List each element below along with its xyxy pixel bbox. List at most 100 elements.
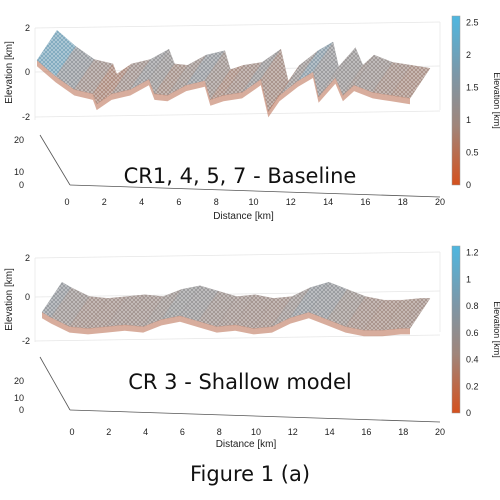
depth-axis-line xyxy=(39,134,71,186)
surface-mesh-overlay xyxy=(210,65,244,100)
colorbar-tick-label: 1 xyxy=(466,115,471,125)
grid-line xyxy=(34,251,441,259)
x-tick-label: 8 xyxy=(214,197,219,207)
x-axis-line xyxy=(69,409,441,423)
surface-mesh-overlay xyxy=(186,50,225,86)
surface-mesh-overlay xyxy=(308,282,348,320)
x-tick-label: 20 xyxy=(435,427,445,437)
x-tick-label: 2 xyxy=(102,197,107,207)
colorbar-tick-label: 1.5 xyxy=(466,83,479,93)
x-tick-label: 20 xyxy=(435,197,445,207)
grid-line xyxy=(34,21,441,29)
y-tick-label: 20 xyxy=(14,376,24,386)
surface-mesh-overlay xyxy=(69,296,108,329)
x-tick-label: 18 xyxy=(398,197,408,207)
surface-mesh-overlay xyxy=(279,50,319,96)
surface-mesh-overlay xyxy=(216,294,256,327)
grid-line xyxy=(34,110,441,118)
y-axis: 20 10 0 xyxy=(14,376,24,415)
surface-mesh-overlay xyxy=(204,50,231,100)
surface-mesh-overlay xyxy=(313,42,339,97)
surface-mesh-overlay xyxy=(37,30,76,77)
y-tick-label: 20 xyxy=(14,135,24,145)
x-tick-label: 2 xyxy=(106,427,111,437)
surface-mesh-overlay xyxy=(130,49,169,90)
surface-mesh-overlay xyxy=(42,282,72,318)
depth-axis-line xyxy=(39,356,71,411)
x-tick-label: 0 xyxy=(64,197,69,207)
x-tick-label: 6 xyxy=(176,197,181,207)
surface-front-edge xyxy=(42,312,410,337)
surface-mesh-overlay xyxy=(372,62,412,96)
surface-mesh-overlay xyxy=(51,287,90,327)
surface-mesh-overlay xyxy=(391,65,430,99)
surface-mesh-overlay xyxy=(272,287,311,327)
x-axis-title: Distance [km] xyxy=(216,439,277,450)
colorbar-tick-label: 0.8 xyxy=(466,301,479,311)
colorbar: 0 0.5 1 1.5 2 2.5 Elevation [km] xyxy=(451,15,500,190)
colorbar-tick-label: 1 xyxy=(466,274,471,284)
x-axis-title: Distance [km] xyxy=(213,211,274,222)
colorbar-tick-label: 2 xyxy=(466,50,471,60)
surface-mesh-overlay xyxy=(223,62,263,96)
z-axis: 2 0 -2 Elevation [km] xyxy=(4,253,30,346)
z-tick-label: 0 xyxy=(25,292,30,302)
surface-mesh-overlay xyxy=(167,55,207,96)
colorbar-title: Elevation [km] xyxy=(492,301,500,358)
surface-mesh-overlay xyxy=(298,42,333,81)
z-tick-label: -2 xyxy=(22,336,30,346)
x-axis-line xyxy=(69,184,441,198)
colorbar-tick-label: 1.2 xyxy=(466,248,479,258)
surface-mesh-overlay xyxy=(242,49,281,93)
x-tick-label: 10 xyxy=(251,427,261,437)
x-axis: 0 2 4 6 8 10 12 14 16 18 20 Distance [km] xyxy=(64,197,445,222)
colorbar-tick-label: 2.5 xyxy=(466,18,479,28)
surface-mesh-overlay xyxy=(198,291,237,327)
y-tick-label: 10 xyxy=(14,167,24,177)
x-tick-label: 10 xyxy=(248,197,258,207)
surface-mesh-overlay xyxy=(235,294,274,329)
surface-mesh-overlay xyxy=(180,285,219,322)
x-tick-label: 8 xyxy=(217,427,222,437)
surface-mesh-overlay xyxy=(161,285,200,320)
colorbar-tick-label: 0 xyxy=(466,180,471,190)
surface-mesh-overlay xyxy=(345,296,384,331)
colorbar: 0 0.2 0.4 0.6 0.8 1 1.2 Elevation [km] xyxy=(451,245,500,418)
surface-mesh-overlay xyxy=(382,298,421,331)
surface-mesh-overlay xyxy=(290,282,329,318)
surface-mesh xyxy=(41,281,431,337)
x-tick-label: 12 xyxy=(286,197,296,207)
x-tick-label: 4 xyxy=(143,427,148,437)
colorbar-tick-label: 0 xyxy=(466,408,471,418)
surface-mesh-overlay xyxy=(106,294,145,327)
x-tick-label: 16 xyxy=(361,427,371,437)
y-tick-label: 0 xyxy=(19,180,24,190)
surface-mesh-overlay xyxy=(88,296,127,329)
colorbar-gradient xyxy=(451,15,461,186)
surface-mesh-overlay xyxy=(335,47,363,96)
x-tick-label: 6 xyxy=(180,427,185,437)
surface-mesh-overlay xyxy=(55,46,95,90)
colorbar-tick-label: 0.2 xyxy=(466,381,479,391)
z-tick-label: 2 xyxy=(25,23,30,33)
surface-mesh-overlay xyxy=(342,55,375,96)
z-tick-label: 2 xyxy=(25,253,30,263)
x-tick-label: 4 xyxy=(139,197,144,207)
surface-mesh-overlay xyxy=(354,55,393,93)
surface-mesh-overlay xyxy=(253,296,292,329)
surface-mesh-overlay xyxy=(400,298,430,329)
surface-mesh-overlay xyxy=(111,59,151,94)
x-tick-label: 14 xyxy=(323,197,333,207)
surface-mesh-overlay xyxy=(143,289,182,327)
y-axis: 20 10 0 xyxy=(14,135,24,190)
surface-mesh-overlay xyxy=(124,294,164,327)
figure-caption: Figure 1 (a) xyxy=(189,462,311,486)
surface-mesh-overlay xyxy=(318,47,356,97)
grid-line xyxy=(34,290,441,298)
depth-axis xyxy=(39,356,441,423)
surface-mesh-overlay xyxy=(154,63,188,96)
surface-mesh-overlay xyxy=(96,63,132,105)
colorbar-tick-label: 0.4 xyxy=(466,355,479,365)
